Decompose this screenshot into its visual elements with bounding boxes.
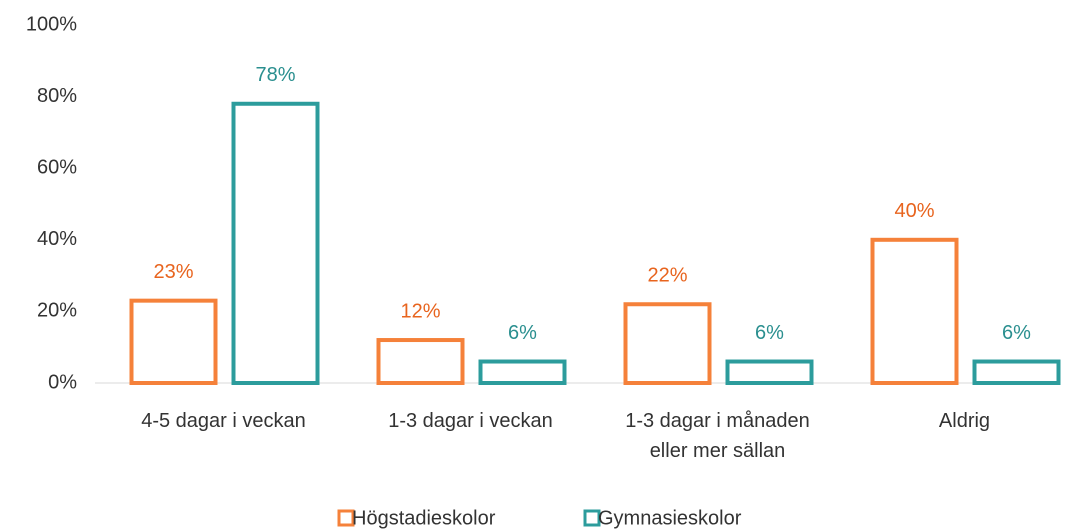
legend-label: Gymnasieskolor bbox=[598, 507, 742, 529]
data-label: 12% bbox=[400, 300, 440, 322]
legend-label: Högstadieskolor bbox=[352, 507, 496, 529]
x-tick-label: 4-5 dagar i veckan bbox=[141, 410, 306, 432]
legend-swatch bbox=[337, 509, 355, 527]
data-label: 23% bbox=[153, 261, 193, 283]
data-label: 6% bbox=[1002, 322, 1031, 344]
x-tick-label: 1-3 dagar i månaden eller mer sällan bbox=[625, 410, 810, 462]
y-tick-label: 60% bbox=[37, 156, 77, 178]
bar bbox=[478, 359, 567, 385]
y-tick-label: 80% bbox=[37, 85, 77, 107]
bar bbox=[623, 302, 712, 385]
y-tick-label: 0% bbox=[48, 371, 77, 393]
y-tick-label: 40% bbox=[37, 228, 77, 250]
legend-swatch bbox=[583, 509, 601, 527]
bar bbox=[870, 237, 959, 385]
data-label: 78% bbox=[255, 64, 295, 86]
x-tick-label: Aldrig bbox=[938, 410, 991, 432]
x-tick-label: 1-3 dagar i veckan bbox=[388, 410, 553, 432]
y-tick-label: 20% bbox=[37, 300, 77, 322]
bar bbox=[129, 298, 218, 385]
data-label: 6% bbox=[755, 322, 784, 344]
data-label: 22% bbox=[647, 265, 687, 287]
bar bbox=[376, 338, 465, 386]
bar bbox=[231, 101, 320, 385]
data-label: 6% bbox=[508, 322, 537, 344]
y-tick-label: 100% bbox=[26, 13, 77, 35]
bar bbox=[972, 359, 1061, 385]
data-label: 40% bbox=[894, 200, 934, 222]
bar bbox=[725, 359, 814, 385]
